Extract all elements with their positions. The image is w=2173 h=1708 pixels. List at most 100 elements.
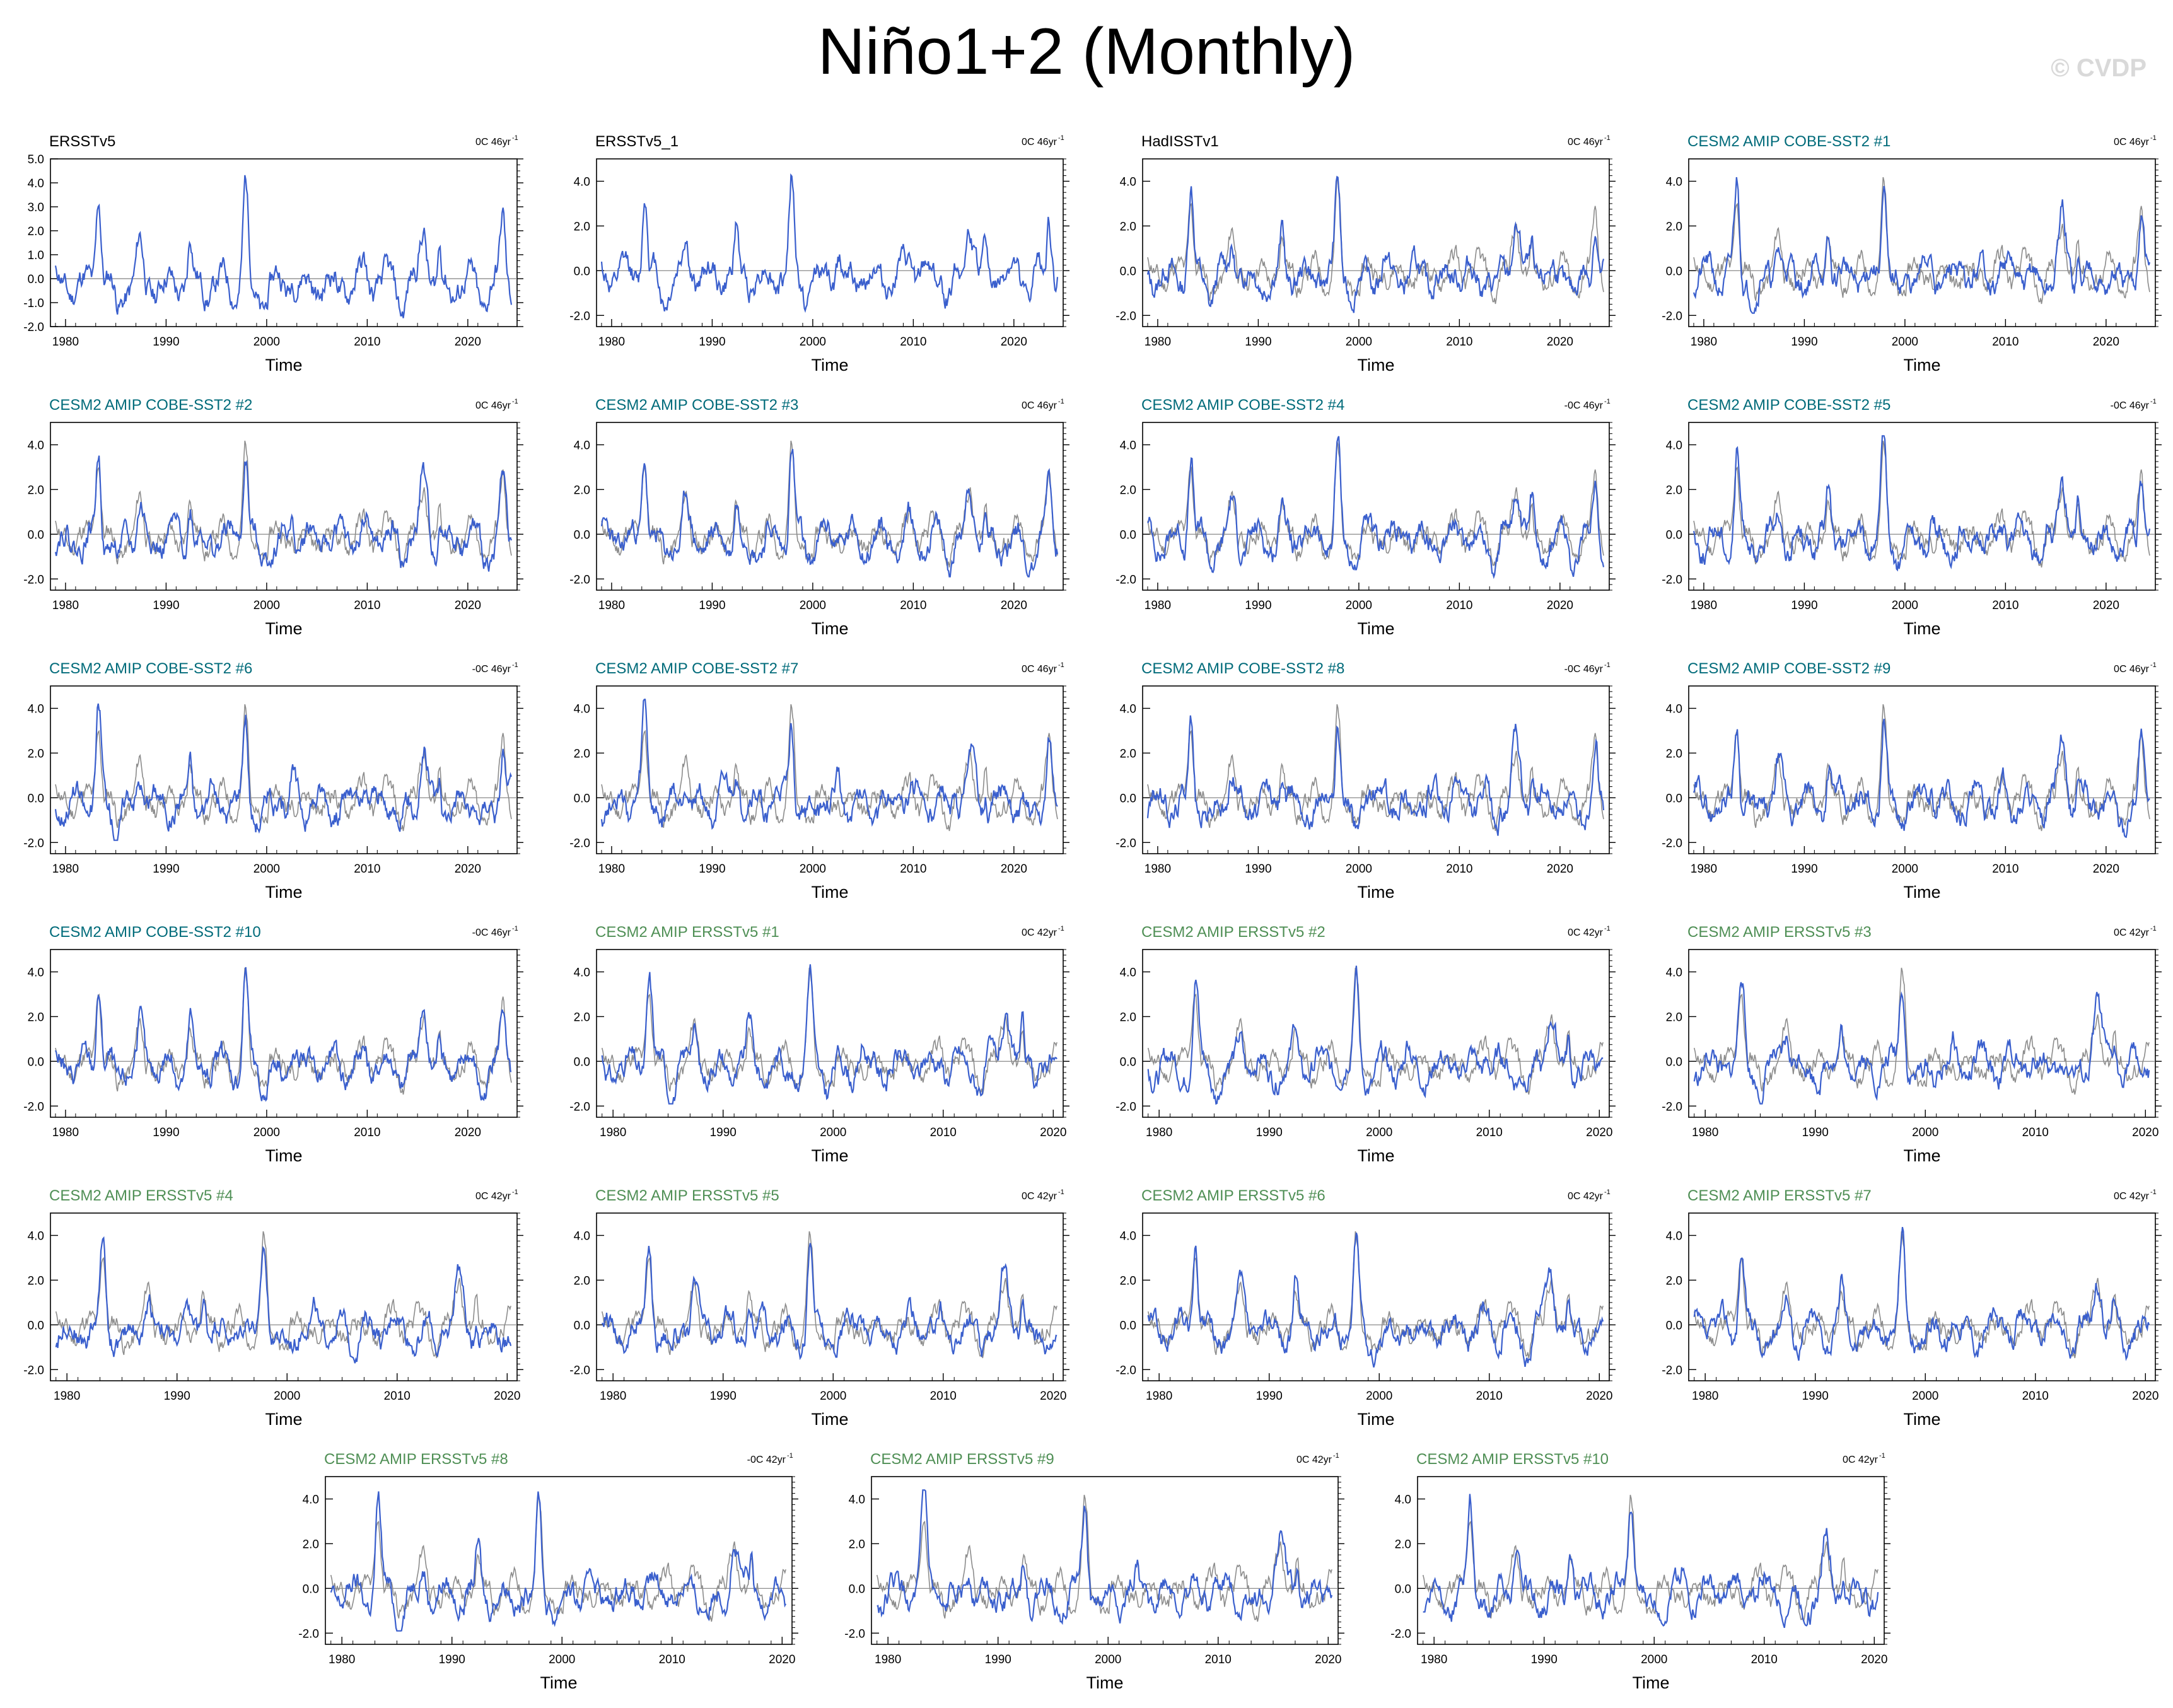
chart-panel-1: ERSSTv5 0C 46yr -1 -2.0 -1.0 0.0 1.0 2.0 3.0 4.0 5… <box>13 110 559 377</box>
trend-exponent: -1 <box>1058 134 1064 142</box>
trend-exponent: -1 <box>1058 1188 1064 1196</box>
chart-panel-8: CESM2 AMIP COBE-SST2 #5 -0C 46yr -1 -2.0 0.0… <box>1651 374 2173 641</box>
y-tick-label: -2.0 <box>1662 837 1682 850</box>
series-line <box>1147 965 1604 1105</box>
x-tick-label: 2000 <box>274 1390 300 1403</box>
x-tick-label: 2020 <box>2093 599 2119 612</box>
observed-series-line <box>601 967 1057 1095</box>
x-tick-label: 1980 <box>52 335 79 349</box>
observed-series-line <box>1693 704 2150 832</box>
y-tick-label: 2.0 <box>574 1274 590 1287</box>
x-tick-label: 2020 <box>1547 863 1573 876</box>
y-tick-label: -2.0 <box>23 573 44 586</box>
observed-series-line <box>601 1231 1057 1359</box>
chart-title: CESM2 AMIP ERSSTv5 #3 <box>1687 924 1872 941</box>
chart-panel-2: ERSSTv5_1 0C 46yr -1 -2.0 0.0 2.0 4.0 1980 1990 2… <box>559 110 1105 377</box>
y-tick-label: -2.0 <box>23 837 44 850</box>
x-tick-label: 2000 <box>800 863 826 876</box>
chart-svg: CESM2 AMIP ERSSTv5 #9 0C 42yr -1 -2.0 0.0 2.0… <box>844 1451 1344 1692</box>
x-tick-label: 1980 <box>52 599 79 612</box>
trend-exponent: -1 <box>512 1188 518 1196</box>
trend-label: 0C 46yr <box>1022 400 1057 411</box>
trend-label: -0C 46yr <box>1564 400 1604 411</box>
x-tick-label: 2000 <box>800 335 826 349</box>
x-tick-label: 2020 <box>455 599 481 612</box>
chart-title: CESM2 AMIP ERSSTv5 #4 <box>49 1187 233 1204</box>
plot-frame <box>596 1212 1064 1381</box>
x-tick-label: 1980 <box>600 1126 626 1139</box>
chart-panel-11: CESM2 AMIP COBE-SST2 #8 -0C 46yr -1 -2.0 0.0… <box>1105 637 1651 904</box>
x-tick-label: 1980 <box>1146 1126 1172 1139</box>
series-line <box>54 967 512 1102</box>
x-tick-label: 2010 <box>354 335 380 349</box>
x-tick-label: 2020 <box>1547 599 1573 612</box>
y-tick-label: 2.0 <box>28 225 44 238</box>
trend-label: 0C 42yr <box>2114 1191 2150 1202</box>
trend-exponent: -1 <box>1604 661 1611 669</box>
chart-panel-23: CESM2 AMIP ERSSTv5 #10 0C 42yr -1 -2.0 0.0 2.… <box>1380 1428 1926 1695</box>
trend-label: 0C 46yr <box>475 137 511 148</box>
x-tick-label: 2010 <box>1751 1653 1778 1666</box>
x-tick-label: 2020 <box>1315 1653 1341 1666</box>
y-tick-label: 2.0 <box>574 747 590 760</box>
y-tick-label: 4.0 <box>574 702 590 716</box>
x-tick-label: 2020 <box>1040 1126 1066 1139</box>
chart-svg: CESM2 AMIP COBE-SST2 #5 -0C 46yr -1 -2.0 0.0… <box>1662 397 2162 638</box>
y-tick-label: 4.0 <box>1666 1229 1682 1243</box>
chart-title: CESM2 AMIP COBE-SST2 #8 <box>1141 660 1344 677</box>
chart-svg: CESM2 AMIP COBE-SST2 #9 0C 46yr -1 -2.0 0.0 2… <box>1662 660 2162 902</box>
trend-exponent: -1 <box>1604 925 1611 932</box>
x-tick-label: 1980 <box>54 1390 80 1403</box>
series-line <box>54 455 513 572</box>
series-line <box>1147 1232 1604 1368</box>
chart-title: CESM2 AMIP ERSSTv5 #1 <box>595 924 779 941</box>
y-tick-label: -2.0 <box>1116 1100 1136 1113</box>
trend-label: 0C 42yr <box>2114 927 2150 938</box>
y-tick-label: -2.0 <box>298 1627 319 1641</box>
x-tick-label: 1990 <box>439 1653 465 1666</box>
y-tick-label: 4.0 <box>28 177 44 190</box>
chart-panel-22: CESM2 AMIP ERSSTv5 #9 0C 42yr -1 -2.0 0.0 2.0… <box>834 1428 1380 1695</box>
series-line <box>600 173 1059 313</box>
trend-label: 0C 42yr <box>1022 927 1057 938</box>
x-axis-label: Time <box>1633 1673 1670 1692</box>
y-tick-label: 4.0 <box>1666 175 1682 189</box>
x-tick-label: 2020 <box>1586 1390 1612 1403</box>
x-tick-label: 2000 <box>1641 1653 1667 1666</box>
x-axis-label: Time <box>1358 1146 1395 1165</box>
x-tick-label: 1990 <box>710 1126 737 1139</box>
trend-label: -0C 42yr <box>747 1455 786 1465</box>
x-axis-label: Time <box>1904 1410 1941 1428</box>
trend-exponent: -1 <box>512 398 518 405</box>
x-tick-label: 2000 <box>1892 335 1918 349</box>
x-tick-label: 1980 <box>1146 1390 1172 1403</box>
x-tick-label: 2000 <box>1346 599 1372 612</box>
chart-panel-15: CESM2 AMIP ERSSTv5 #2 0C 42yr -1 -2.0 0.0 2.0… <box>1105 901 1651 1168</box>
y-tick-label: -2.0 <box>1116 837 1136 850</box>
y-tick-label: 0.0 <box>1120 528 1136 542</box>
y-tick-label: 0.0 <box>1666 265 1682 278</box>
chart-svg: CESM2 AMIP COBE-SST2 #2 0C 46yr -1 -2.0 0.0 2… <box>23 397 523 638</box>
chart-title: CESM2 AMIP ERSSTv5 #5 <box>595 1187 779 1204</box>
x-tick-label: 1980 <box>1421 1653 1447 1666</box>
x-tick-label: 1980 <box>875 1653 901 1666</box>
chart-panel-13: CESM2 AMIP COBE-SST2 #10 -0C 46yr -1 -2.0 0.… <box>13 901 559 1168</box>
x-tick-label: 1980 <box>1692 1126 1718 1139</box>
x-tick-label: 2000 <box>1095 1653 1121 1666</box>
chart-svg: CESM2 AMIP COBE-SST2 #6 -0C 46yr -1 -2.0 0.0… <box>23 660 523 902</box>
x-tick-label: 2020 <box>455 863 481 876</box>
y-tick-label: 2.0 <box>28 1011 44 1024</box>
chart-svg: CESM2 AMIP ERSSTv5 #6 0C 42yr -1 -2.0 0.0 2.0… <box>1116 1187 1616 1429</box>
x-tick-label: 2010 <box>384 1390 411 1403</box>
y-tick-label: -2.0 <box>569 573 590 586</box>
plot-frame <box>596 158 1064 327</box>
x-tick-label: 2020 <box>455 335 481 349</box>
chart-title: HadISSTv1 <box>1141 133 1219 150</box>
x-tick-label: 2010 <box>930 1390 957 1403</box>
x-tick-label: 1980 <box>1691 599 1717 612</box>
x-tick-label: 1980 <box>600 1390 626 1403</box>
chart-panel-20: CESM2 AMIP ERSSTv5 #7 0C 42yr -1 -2.0 0.0 2.0… <box>1651 1165 2173 1431</box>
x-tick-label: 2020 <box>1547 335 1573 349</box>
series-line <box>1693 982 2150 1105</box>
trend-exponent: -1 <box>1604 1188 1611 1196</box>
